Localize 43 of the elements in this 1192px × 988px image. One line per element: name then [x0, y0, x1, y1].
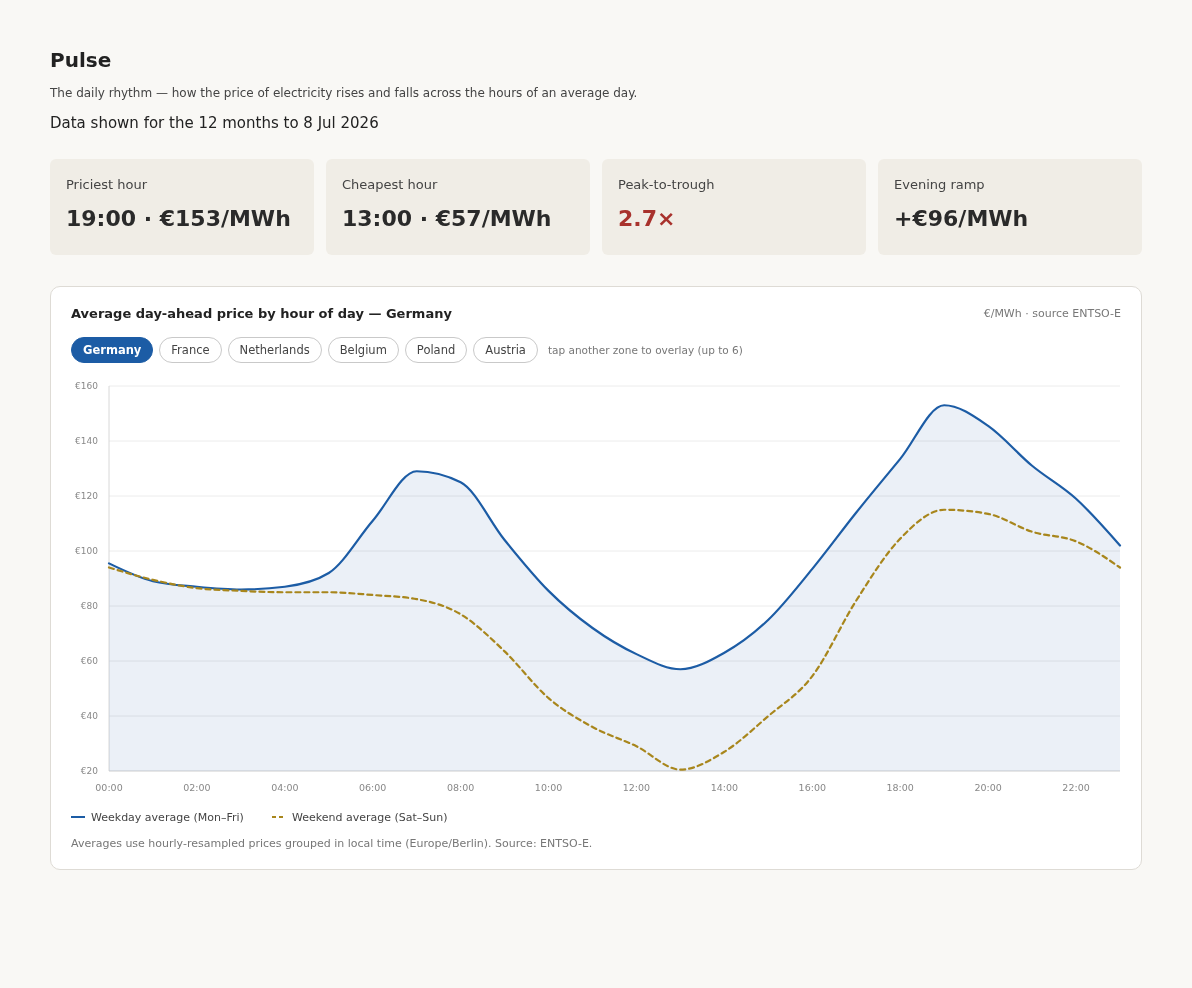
text: Germany [71, 337, 154, 363]
x-tick-label: 14:00 [710, 782, 739, 793]
y-tick-label: €160 [75, 381, 99, 392]
text: +€96/MWh [894, 206, 1030, 231]
x-tick-label: 08:00 [446, 782, 475, 793]
y-tick-label: €140 [75, 436, 99, 447]
y-tick-label: €40 [80, 711, 99, 722]
x-tick-label: 06:00 [359, 782, 387, 793]
text: France [159, 337, 222, 363]
x-tick-label: 16:00 [798, 782, 826, 793]
y-tick-label: €80 [80, 601, 99, 612]
x-tick-label: 02:00 [183, 782, 211, 793]
text: Netherlands [227, 337, 322, 363]
x-tick-label: 12:00 [622, 782, 651, 793]
chart-title: Average day-ahead price by hour of day — Germany [71, 306, 452, 321]
text: Pulse [50, 48, 113, 74]
text: Averages use hourly-resampled prices grouped in local time (Europe/Berlin). Source: ENTSO-E. [71, 837, 593, 850]
text: Poland [404, 337, 468, 363]
y-tick-label: €100 [75, 546, 99, 557]
text: tap another zone to overlay (up to 6) [547, 344, 743, 356]
text: Data shown for the 12 months to 8 Jul 2026 [50, 114, 380, 132]
text: 19:00 · €153/MWh [66, 206, 292, 231]
text: Austria [473, 337, 538, 363]
x-tick-label: 10:00 [534, 782, 563, 793]
text: Evening ramp [894, 177, 986, 192]
text: 13:00 · €57/MWh [342, 206, 553, 231]
y-tick-label: €120 [75, 491, 99, 502]
x-tick-label: 00:00 [95, 782, 123, 793]
text: Priciest hour [66, 177, 149, 192]
text: The daily rhythm — how the price of electricity rises and falls across the hours of an average day. [50, 86, 639, 100]
text: Peak-to-trough [618, 177, 716, 192]
x-tick-label: 22:00 [1062, 782, 1090, 793]
x-tick-label: 18:00 [886, 782, 914, 793]
legend-label: Weekday average (Mon–Fri) [91, 810, 244, 824]
x-tick-label: 04:00 [271, 782, 299, 793]
y-tick-label: €20 [80, 766, 99, 777]
y-tick-label: €60 [80, 656, 99, 667]
text: €/MWh · source ENTSO-E [983, 307, 1121, 320]
legend-label: Weekend average (Sat–Sun) [292, 810, 448, 824]
text: Belgium [327, 337, 399, 363]
text: Cheapest hour [342, 177, 439, 192]
text: 2.7× [618, 206, 677, 231]
x-tick-label: 20:00 [974, 782, 1002, 793]
